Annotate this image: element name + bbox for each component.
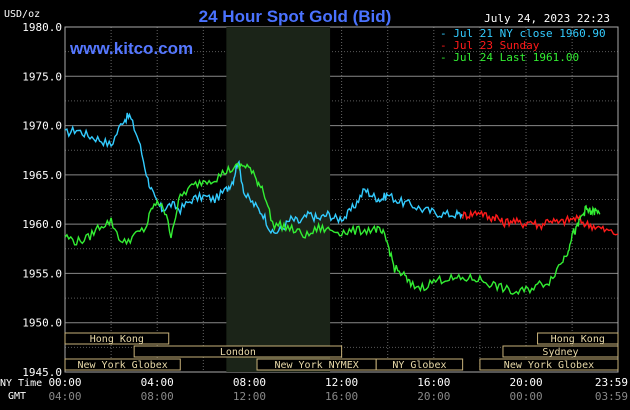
- x-tick-label-ny: 16:00: [417, 376, 450, 389]
- x-tick-label-ny: 04:00: [141, 376, 174, 389]
- session-label: NY Globex: [392, 360, 446, 371]
- legend: - Jul 21 NY close 1960.90 - Jul 23 Sunda…: [440, 27, 606, 64]
- session-label: Hong Kong: [90, 334, 144, 345]
- session-label: Sydney: [542, 347, 578, 358]
- session-sydney: Sydney: [502, 345, 619, 358]
- shaded-hours-layer: [226, 27, 331, 372]
- session-hong-kong: Hong Kong: [64, 332, 170, 345]
- series-layer: [64, 112, 619, 296]
- session-label: London: [220, 347, 256, 358]
- x-tick-label-gmt: 08:00: [141, 390, 174, 403]
- legend-prefix: -: [440, 51, 453, 64]
- chart-date-time: July 24, 2023 22:23: [484, 12, 610, 25]
- session-label: New York Globex: [77, 360, 167, 371]
- legend-prefix: -: [440, 27, 453, 40]
- legend-item-jul21: - Jul 21 NY close 1960.90: [440, 27, 606, 40]
- y-tick-label: 1965.0: [22, 169, 62, 182]
- legend-item-jul23: - Jul 23 Sunday: [440, 39, 540, 52]
- session-new-york-globex: New York Globex: [479, 358, 619, 371]
- session-ny-globex: NY Globex: [375, 358, 464, 371]
- series-line-jul23: [461, 209, 619, 236]
- x-tick-label-ny: 12:00: [325, 376, 358, 389]
- session-hong-kong: Hong Kong: [537, 332, 619, 345]
- x-tick-label-ny: 23:59: [595, 376, 628, 389]
- session-label: New York Globex: [504, 360, 594, 371]
- gmt-label: GMT: [8, 391, 26, 402]
- legend-item-jul24: - Jul 24 Last 1961.00: [440, 51, 579, 64]
- y-tick-label: 1980.0: [22, 21, 62, 34]
- chart-title: 24 Hour Spot Gold (Bid): [199, 7, 392, 26]
- y-tick-label: 1945.0: [22, 366, 62, 379]
- x-tick-label-gmt: 20:00: [417, 390, 450, 403]
- y-tick-label: 1955.0: [22, 267, 62, 280]
- session-london: London: [133, 345, 343, 358]
- x-tick-label-ny: 00:00: [48, 376, 81, 389]
- legend-prefix: -: [440, 39, 453, 52]
- y-tick-label: 1970.0: [22, 120, 62, 133]
- session-label: Hong Kong: [551, 334, 605, 345]
- x-tick-labels: 00:0004:0004:0008:0008:0012:0012:0016:00…: [48, 376, 628, 403]
- session-new-york-nymex: New York NYMEX: [256, 358, 377, 371]
- shaded-hours: [226, 27, 331, 372]
- plot-frame: [64, 26, 619, 373]
- brand-link[interactable]: www.kitco.com: [69, 39, 193, 58]
- legend-label-jul24: Jul 24 Last 1961.00: [453, 51, 579, 64]
- x-tick-label-ny: 08:00: [233, 376, 266, 389]
- session-label: New York NYMEX: [274, 360, 358, 371]
- y-tick-label: 1975.0: [22, 70, 62, 83]
- legend-label-jul23: Jul 23 Sunday: [453, 39, 539, 52]
- session-new-york-globex: New York Globex: [64, 358, 181, 371]
- trading-sessions-layer: Hong Kong London New York Globex New York N…: [64, 332, 619, 371]
- legend-label-jul21: Jul 21 NY close 1960.90: [453, 27, 605, 40]
- ny-time-label: NY Time: [0, 378, 42, 389]
- x-tick-label-gmt: 00:00: [509, 390, 542, 403]
- x-tick-label-gmt: 12:00: [233, 390, 266, 403]
- y-tick-labels: 1980.0 1975.0 1970.0 1965.0 1960.0 1955.0 1950…: [22, 21, 62, 379]
- x-tick-label-gmt: 16:00: [325, 390, 358, 403]
- x-tick-label-ny: 20:00: [509, 376, 542, 389]
- grid-layer: [64, 26, 619, 373]
- y-tick-label: 1950.0: [22, 317, 62, 330]
- x-tick-label-gmt: 04:00: [48, 390, 81, 403]
- y-tick-label: 1960.0: [22, 218, 62, 231]
- series-line-jul24: [64, 162, 601, 296]
- y-unit-label: USD/oz: [4, 9, 40, 20]
- series-line-jul21: [64, 112, 463, 235]
- x-tick-label-gmt: 03:59: [595, 390, 628, 403]
